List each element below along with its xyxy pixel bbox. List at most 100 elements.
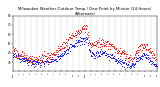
Point (84, 36, 87, 37)
Point (141, 43, 144, 44)
Point (66, 39, 69, 41)
Point (56, 49, 59, 50)
Point (151, 55, 153, 56)
Point (28, 56, 31, 58)
Point (116, 53, 118, 54)
Point (103, 51, 105, 53)
Point (40, 56, 43, 58)
Point (50, 60, 53, 62)
Point (68, 37, 70, 38)
Point (61, 54, 63, 56)
Point (22, 58, 24, 60)
Point (55, 60, 58, 62)
Point (47, 61, 50, 63)
Point (116, 50, 118, 51)
Point (98, 55, 101, 56)
Point (54, 58, 57, 60)
Point (25, 59, 27, 61)
Point (81, 27, 83, 28)
Point (155, 66, 157, 67)
Point (65, 44, 67, 45)
Point (86, 42, 89, 44)
Point (30, 57, 32, 59)
Point (122, 62, 124, 64)
Point (73, 35, 76, 37)
Point (30, 64, 32, 66)
Point (58, 57, 61, 58)
Point (137, 54, 140, 55)
Point (32, 59, 35, 60)
Point (140, 44, 142, 45)
Point (32, 60, 34, 61)
Point (141, 55, 144, 56)
Point (70, 43, 72, 45)
Point (59, 54, 62, 55)
Point (49, 61, 51, 62)
Point (110, 45, 112, 46)
Point (21, 55, 23, 57)
Point (123, 61, 125, 63)
Point (116, 60, 118, 61)
Point (118, 61, 121, 62)
Point (65, 54, 68, 55)
Point (38, 59, 41, 61)
Point (99, 51, 102, 52)
Point (58, 49, 60, 50)
Point (105, 54, 108, 55)
Point (42, 55, 44, 57)
Point (143, 52, 145, 53)
Point (156, 66, 158, 67)
Point (60, 48, 63, 49)
Point (75, 39, 77, 41)
Point (148, 61, 150, 62)
Point (79, 40, 82, 41)
Point (118, 51, 120, 52)
Point (74, 45, 76, 47)
Point (48, 61, 51, 63)
Point (136, 57, 139, 59)
Point (111, 44, 113, 45)
Point (83, 25, 85, 26)
Point (32, 61, 35, 62)
Point (74, 42, 76, 44)
Point (104, 50, 107, 52)
Point (24, 58, 26, 59)
Point (18, 55, 20, 56)
Point (26, 58, 29, 59)
Point (92, 54, 94, 55)
Point (31, 63, 34, 65)
Point (147, 57, 150, 58)
Point (111, 46, 114, 47)
Point (97, 52, 99, 54)
Point (151, 57, 154, 58)
Point (128, 58, 131, 59)
Point (51, 58, 53, 60)
Point (20, 58, 22, 60)
Point (25, 58, 27, 60)
Point (136, 51, 139, 52)
Point (50, 60, 52, 62)
Point (41, 61, 43, 62)
Point (43, 64, 45, 65)
Point (12, 54, 15, 55)
Point (105, 53, 107, 54)
Point (125, 63, 127, 65)
Point (63, 47, 65, 48)
Point (25, 59, 28, 60)
Point (42, 65, 45, 66)
Point (71, 44, 73, 45)
Point (134, 52, 137, 54)
Point (24, 57, 27, 58)
Point (109, 56, 112, 57)
Point (48, 61, 51, 62)
Point (58, 55, 60, 57)
Point (88, 43, 91, 44)
Point (140, 58, 143, 59)
Point (63, 46, 66, 47)
Title: Milwaukee Weather Outdoor Temp / Dew Point by Minute (24 Hours) (Alternate): Milwaukee Weather Outdoor Temp / Dew Poi… (18, 7, 152, 16)
Point (139, 57, 141, 58)
Point (37, 61, 40, 62)
Point (111, 55, 114, 56)
Point (67, 49, 69, 50)
Point (115, 58, 118, 59)
